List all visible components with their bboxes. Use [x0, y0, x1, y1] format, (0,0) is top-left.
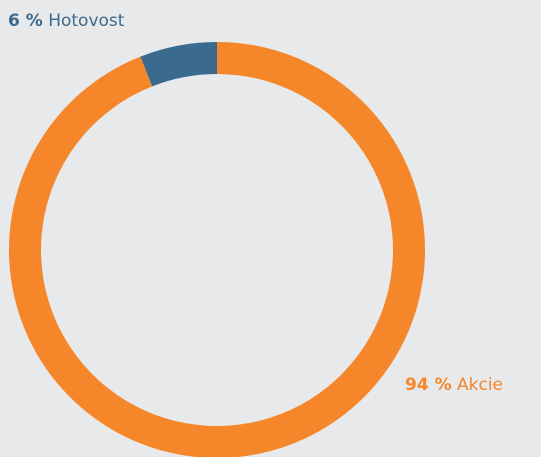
segment-label: 94 % Akcie	[405, 375, 503, 395]
value-label: 94 %	[405, 375, 452, 395]
donut-segment	[140, 42, 217, 87]
donut-segment	[9, 42, 425, 457]
value-label: 6 %	[8, 11, 43, 31]
category-label: Akcie	[457, 375, 503, 395]
category-label: Hotovost	[48, 11, 125, 31]
segment-label: 6 % Hotovost	[8, 11, 125, 31]
